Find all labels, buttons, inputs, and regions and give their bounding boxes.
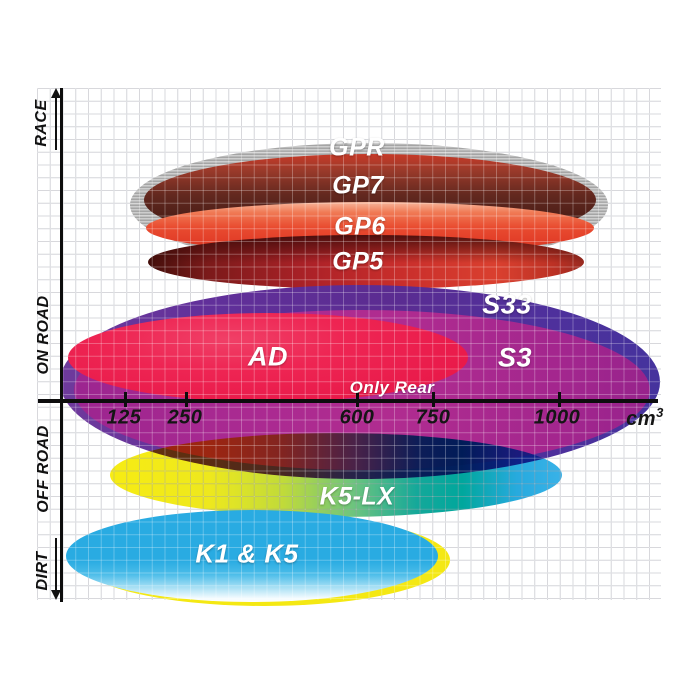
label-gp6: GP6 [334, 212, 386, 241]
label-gp5: GP5 [332, 247, 384, 276]
label-s33: S33 [482, 289, 532, 320]
x-tick-125 [123, 392, 127, 407]
x-axis-line [38, 399, 658, 403]
ellipse-k5lx [110, 433, 562, 517]
y-axis-line [60, 88, 63, 602]
x-tick-250 [184, 392, 188, 407]
x-tick-1000 [557, 392, 561, 407]
zone-label-race: RACE [33, 99, 50, 147]
ellipse-k1k5 [66, 510, 438, 602]
x-tick-600 [355, 392, 359, 407]
zone-label-off-road: OFF ROAD [35, 425, 52, 513]
label-ad: AD [248, 341, 288, 372]
x-tick-label-1000: 1000 [533, 406, 581, 429]
x-tick-label-125: 125 [106, 406, 142, 429]
x-tick-750 [431, 392, 435, 407]
ellipse-ad [68, 313, 468, 402]
x-tick-label-250: 250 [167, 406, 203, 429]
zone-label-on-road: ON ROAD [35, 295, 52, 375]
dirt-arrow-icon [51, 590, 61, 600]
label-k5lx: K5-LX [319, 482, 395, 511]
race-arrow-line [55, 97, 57, 150]
race-arrow-icon [51, 88, 61, 98]
x-axis-unit-base: cm [626, 407, 657, 430]
ellipse-gp5 [148, 235, 584, 289]
label-s3: S3 [497, 342, 533, 373]
x-axis-unit: cm3 [626, 405, 664, 431]
x-tick-label-750: 750 [415, 406, 451, 429]
dirt-arrow-line [55, 538, 57, 591]
zone-label-dirt: DIRT [34, 551, 51, 591]
x-axis-unit-exponent: 3 [656, 405, 664, 421]
label-gpr: GPR [329, 133, 385, 162]
x-tick-label-600: 600 [339, 406, 375, 429]
label-k1k5: K1 & K5 [195, 538, 299, 569]
grid-overlay [37, 88, 661, 600]
label-gp7: GP7 [332, 171, 384, 200]
label-only-rear: Only Rear [349, 378, 435, 397]
